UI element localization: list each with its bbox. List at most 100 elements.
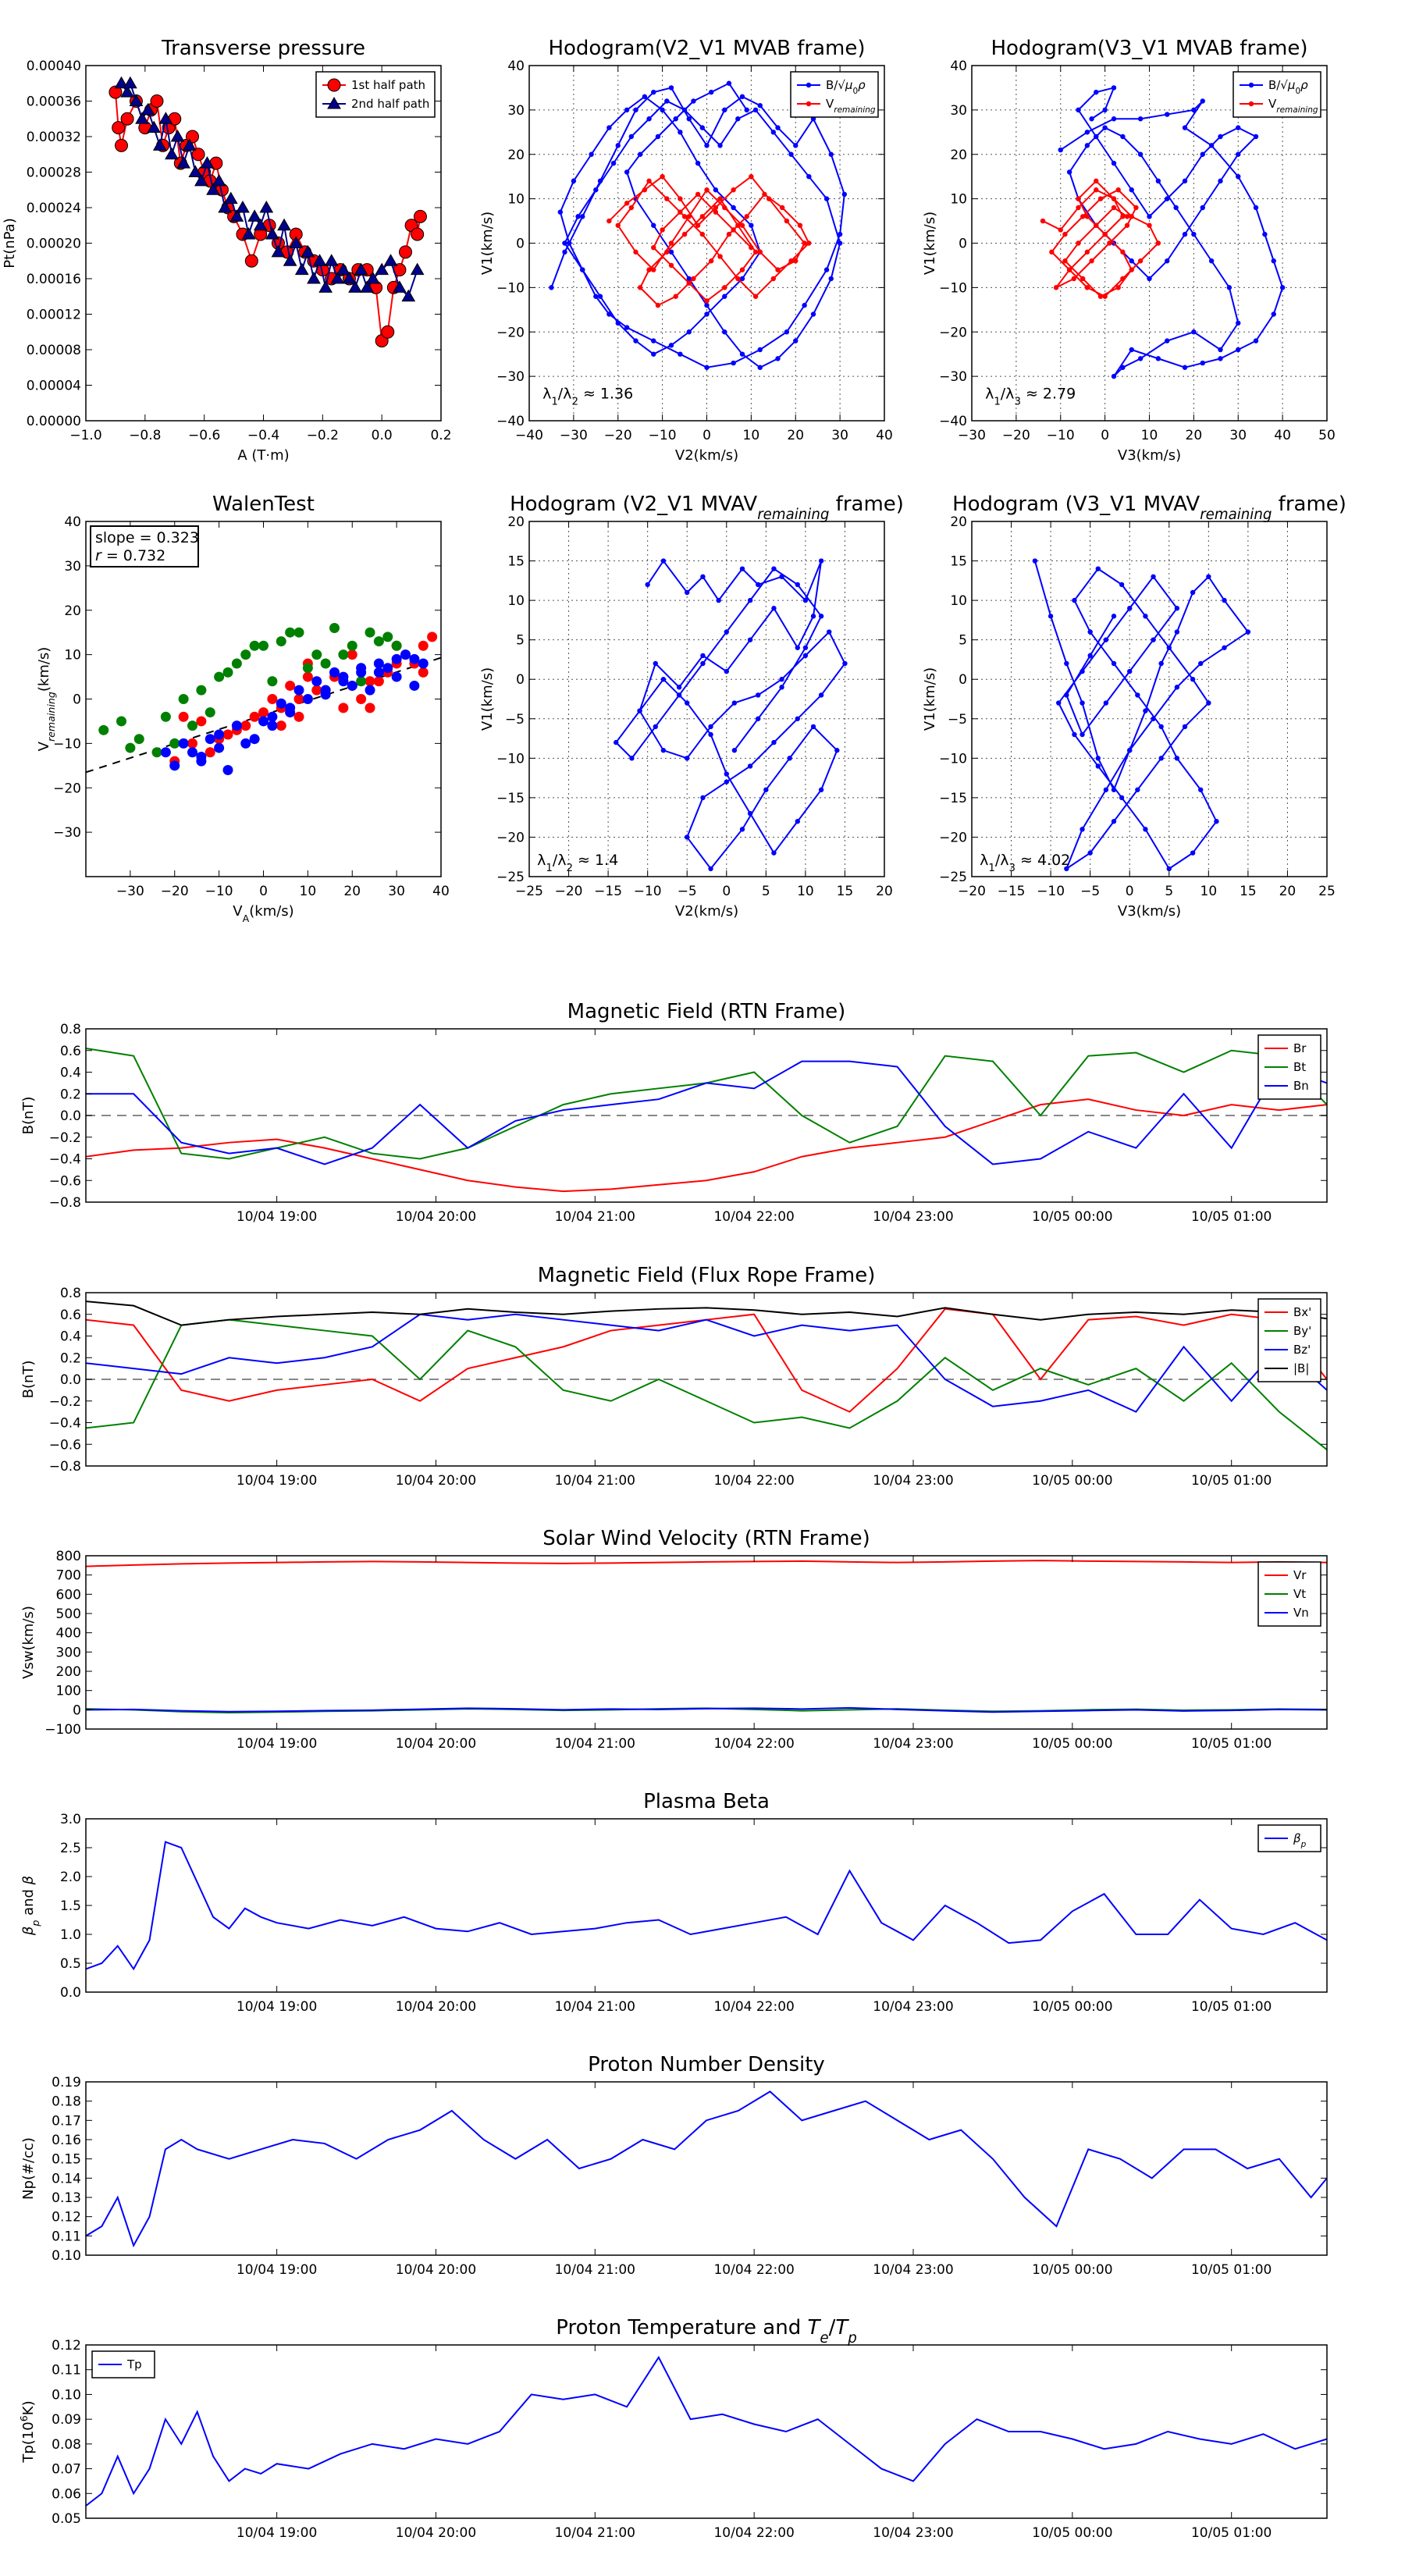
data-point	[1158, 756, 1164, 761]
data-point	[1236, 347, 1241, 353]
data-point	[1124, 214, 1130, 219]
data-point	[382, 663, 393, 674]
series-line	[86, 1098, 1327, 1193]
data-point	[1127, 748, 1133, 753]
data-point	[1166, 645, 1172, 650]
data-point	[135, 112, 149, 124]
eigenvalue-ratio-annotation-part: 3	[1008, 862, 1015, 873]
data-point	[391, 653, 402, 664]
legend-marker	[1248, 101, 1254, 107]
y-tick-label: 0.18	[52, 2094, 81, 2110]
y-axis-label: V1(km/s)	[922, 667, 938, 731]
data-point	[176, 156, 190, 169]
x-tick-label: 30	[1229, 428, 1247, 443]
data-point	[1191, 107, 1197, 113]
data-point	[1072, 731, 1077, 738]
data-point	[691, 98, 696, 104]
plot-area	[1032, 558, 1251, 872]
data-point	[784, 329, 790, 335]
y-tick-label: −25	[496, 870, 525, 885]
y-tick-label: 0.11	[52, 2363, 81, 2379]
series--b-	[86, 1300, 1327, 1326]
eigenvalue-ratio-annotation: λ1/λ3 ≈ 2.79	[985, 386, 1076, 408]
data-point	[704, 365, 710, 370]
legend-label: Bn	[1293, 1079, 1309, 1093]
data-point	[1111, 819, 1117, 824]
data-point	[1119, 582, 1125, 588]
data-point	[678, 351, 683, 357]
x-tick-label: 10/04 21:00	[555, 2262, 635, 2278]
data-point	[700, 574, 706, 579]
x-tick-label: 20	[343, 884, 361, 899]
data-point	[373, 658, 384, 669]
eigenvalue-ratio-annotation-part: /λ	[995, 852, 1009, 869]
legend-label: B/√μ0ρ	[826, 78, 866, 96]
data-point	[1198, 660, 1204, 667]
chart-title: Magnetic Field (RTN Frame)	[567, 1000, 846, 1023]
data-point	[651, 89, 656, 95]
x-tick-label: 0	[259, 884, 268, 899]
data-point	[1158, 660, 1164, 667]
x-tick-label: −20	[958, 884, 986, 899]
eigenvalue-ratio-annotation-part: /λ	[1001, 386, 1015, 403]
data-point	[1222, 645, 1227, 650]
data-point	[1143, 827, 1148, 832]
y-axis-label-part: 6	[18, 2415, 30, 2421]
correlation-text: r = 0.732	[95, 547, 165, 564]
data-point	[1097, 196, 1104, 201]
data-point	[788, 258, 794, 264]
data-point	[1080, 827, 1085, 832]
data-point	[681, 107, 688, 113]
data-point	[1271, 311, 1276, 317]
data-point	[347, 640, 357, 651]
data-point	[575, 214, 581, 219]
data-point	[699, 125, 706, 130]
y-tick-label: 0.14	[52, 2171, 81, 2186]
y-tick-label: 700	[56, 1568, 81, 1584]
plot-area	[86, 2090, 1327, 2248]
data-point	[726, 231, 732, 237]
chart-plasma-beta: Plasma Beta 10/04 19:00 10/04 20:00 10/04 2…	[20, 1790, 1328, 2015]
y-tick-label: −5	[948, 712, 967, 728]
series--p	[86, 1841, 1327, 1971]
data-point	[293, 694, 304, 704]
x-tick-label: 15	[837, 884, 854, 899]
series-br	[86, 1098, 1327, 1193]
data-point	[1190, 850, 1196, 856]
legend-label: Vn	[1293, 1606, 1309, 1620]
data-point	[1174, 606, 1180, 611]
data-point	[1120, 276, 1126, 282]
data-point	[1218, 347, 1223, 353]
series-2nd-half-path	[114, 76, 425, 302]
data-point	[311, 676, 322, 687]
x-tick-label: 10/04 23:00	[873, 2525, 953, 2541]
data-point	[158, 112, 173, 124]
x-axis-label-part: (km/s)	[249, 903, 293, 920]
y-tick-label: −30	[53, 825, 81, 841]
legend-label-part: μ	[1287, 78, 1296, 92]
series-bz-	[86, 1313, 1327, 1413]
y-tick-label: 20	[950, 514, 967, 530]
eigenvalue-ratio-annotation-part: /λ	[553, 852, 567, 869]
y-tick-label: −40	[939, 414, 967, 429]
data-point	[125, 742, 136, 753]
data-point	[1120, 214, 1126, 219]
data-point	[828, 151, 834, 157]
y-tick-label: 0.00020	[27, 237, 81, 252]
data-point	[330, 271, 345, 284]
plot-area	[108, 76, 427, 348]
data-point	[818, 787, 824, 792]
data-point	[731, 360, 736, 366]
axes-frame	[528, 521, 885, 877]
data-point	[717, 196, 723, 201]
data-point	[1111, 787, 1117, 792]
y-tick-label: 0.00040	[27, 59, 81, 74]
x-tick-label: −10	[634, 884, 662, 899]
chart-title-part: /	[829, 2316, 836, 2339]
data-point	[222, 729, 233, 740]
x-tick-label: 10/05 01:00	[1191, 2525, 1272, 2541]
eigenvalue-ratio-annotation: λ1/λ3 ≈ 4.02	[980, 852, 1070, 874]
data-point	[383, 254, 398, 266]
data-point	[1080, 731, 1085, 738]
